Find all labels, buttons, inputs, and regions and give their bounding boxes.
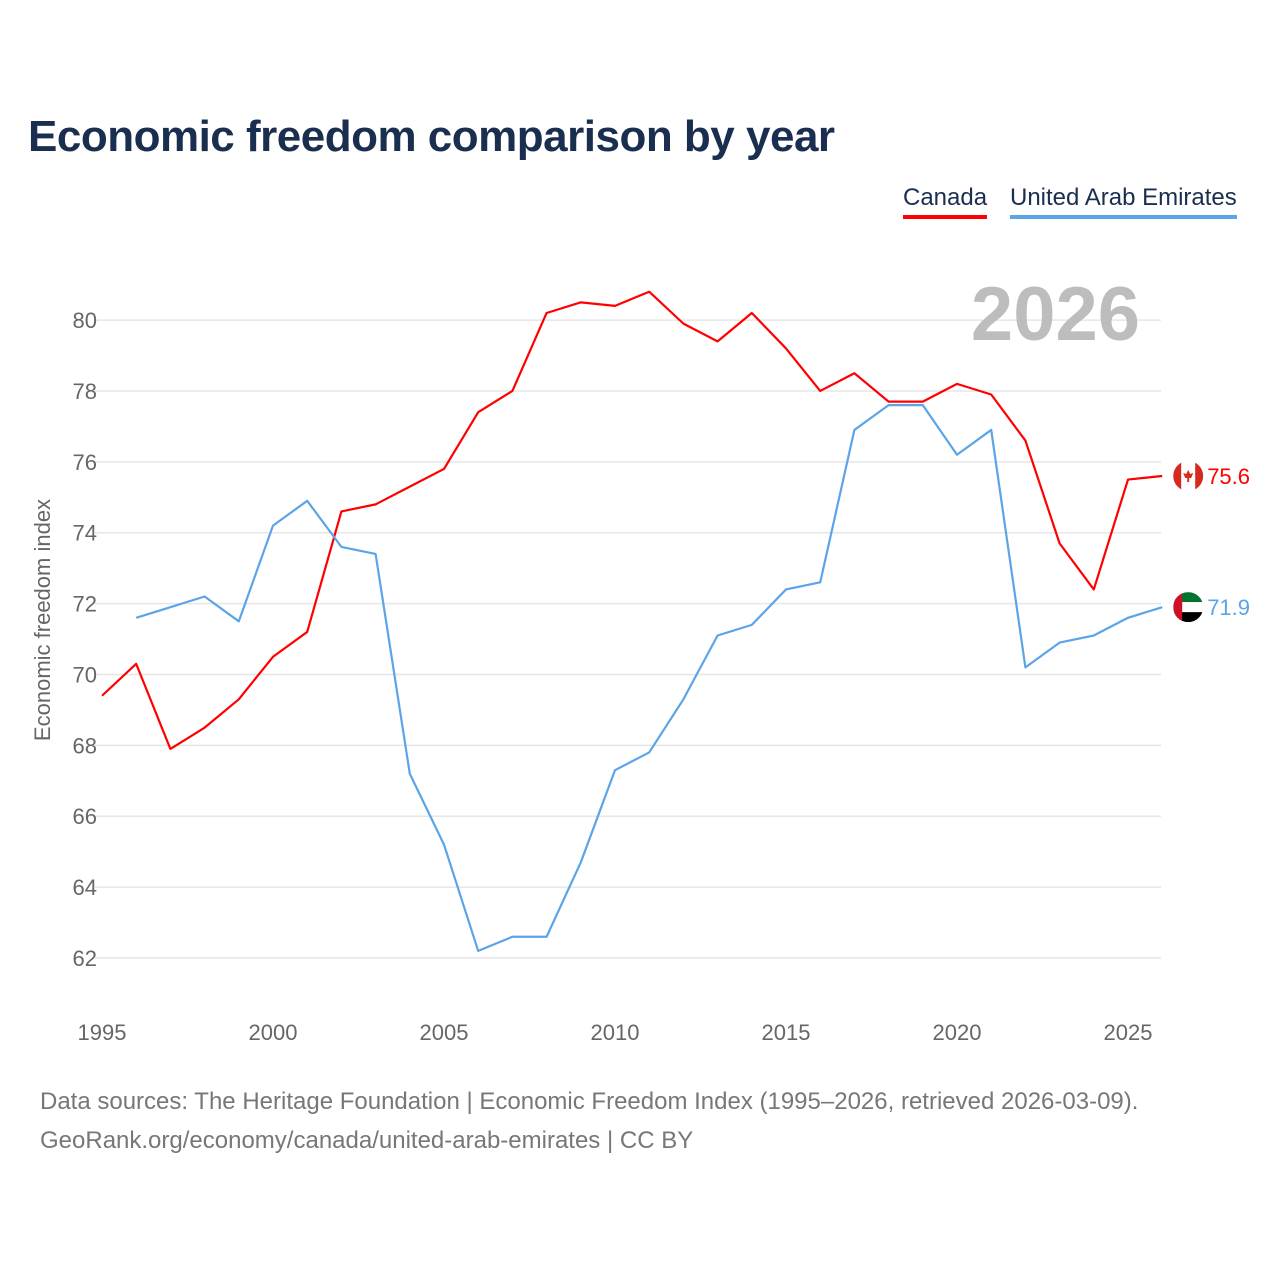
- x-tick-label: 2005: [420, 1020, 469, 1045]
- flag-body: [1173, 461, 1204, 492]
- y-axis-label: Economic freedom index: [30, 499, 55, 741]
- chart-title: Economic freedom comparison by year: [28, 112, 835, 161]
- series-line-uae: [135, 404, 1163, 953]
- x-tick-label: 2010: [591, 1020, 640, 1045]
- footer-sources: Data sources: The Heritage Foundation | …: [40, 1088, 1139, 1115]
- x-tick-label: 2015: [762, 1020, 811, 1045]
- legend-item-uae[interactable]: United Arab Emirates: [1010, 184, 1237, 219]
- x-tick-label: 2020: [933, 1020, 982, 1045]
- x-tick-label: 1995: [78, 1020, 127, 1045]
- y-tick-label: 64: [73, 875, 97, 900]
- y-tick-label: 70: [73, 662, 97, 687]
- flag-body: [1173, 592, 1204, 623]
- y-tick-label: 66: [73, 804, 97, 829]
- x-tick-label: 2000: [249, 1020, 298, 1045]
- maple-leaf: [1183, 470, 1194, 483]
- end-value-label: 71.9: [1207, 595, 1250, 620]
- x-tick-label: 2025: [1104, 1020, 1153, 1045]
- end-value-label: 75.6: [1207, 464, 1250, 489]
- flag-white: [1173, 602, 1204, 613]
- series-line-canada: [101, 290, 1163, 751]
- flag-red: [1173, 592, 1183, 623]
- y-tick-label: 72: [73, 592, 97, 617]
- y-tick-label: 68: [73, 733, 97, 758]
- y-tick-label: 78: [73, 379, 97, 404]
- legend-item-canada[interactable]: Canada: [903, 184, 988, 219]
- y-tick-label: 74: [73, 521, 97, 546]
- flag-green: [1173, 592, 1204, 603]
- flag-red-right: [1195, 461, 1204, 492]
- canada-flag-icon: [1173, 461, 1204, 492]
- y-tick-label: 76: [73, 450, 97, 475]
- year-label: 2026: [971, 272, 1140, 357]
- y-tick-label: 80: [73, 308, 97, 333]
- y-tick-label: 62: [73, 946, 97, 971]
- flag-black: [1173, 612, 1204, 623]
- uae-flag-icon: [1173, 592, 1204, 623]
- flag-red-left: [1173, 461, 1182, 492]
- footer-credit: GeoRank.org/economy/canada/united-arab-e…: [40, 1127, 694, 1154]
